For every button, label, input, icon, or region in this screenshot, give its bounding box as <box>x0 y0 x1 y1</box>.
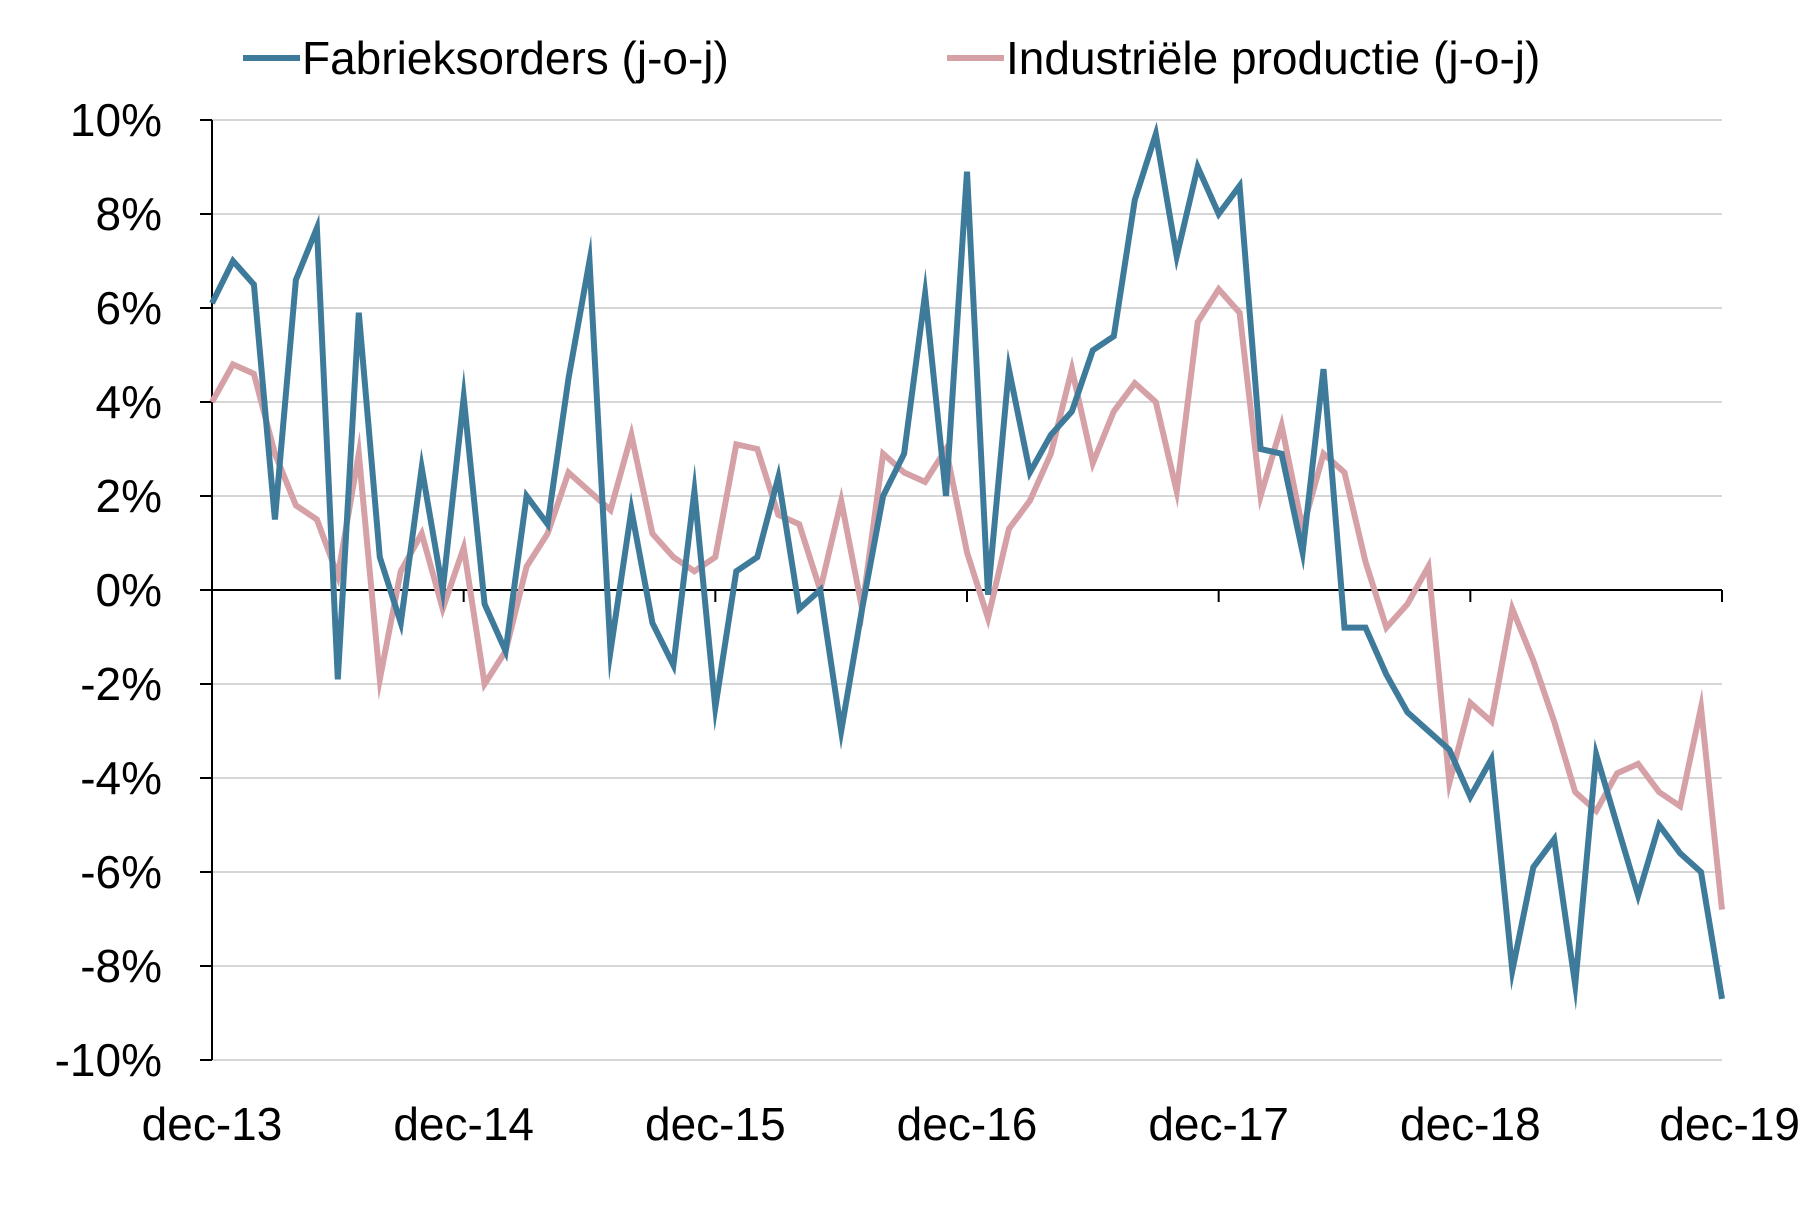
y-tick-label: -10% <box>55 1034 162 1086</box>
x-tick-label: dec-15 <box>645 1098 786 1150</box>
legend-item: Fabrieksorders (j-o-j) <box>243 32 729 84</box>
y-tick-label: -2% <box>80 658 162 710</box>
y-tick-label: 6% <box>96 282 162 334</box>
x-tick-label: dec-13 <box>142 1098 283 1150</box>
axes <box>200 119 1723 1061</box>
series-line-fabrieksorders <box>209 121 1725 1011</box>
legend: Fabrieksorders (j-o-j) Industriële produc… <box>243 32 1540 84</box>
x-tick-label: dec-19 <box>1659 1098 1800 1150</box>
y-tick-label: 8% <box>96 188 162 240</box>
y-tick-label: 10% <box>70 94 162 146</box>
x-tick-label: dec-18 <box>1400 1098 1541 1150</box>
legend-item: Industriële productie (j-o-j) <box>947 32 1540 84</box>
x-tick-label: dec-16 <box>897 1098 1038 1150</box>
y-axis-tick-labels: 10% 8% 6% 4% 2% 0% -2% -4% -6% -8% -10% <box>55 94 162 1086</box>
y-tick-label: -6% <box>80 846 162 898</box>
x-axis-tick-labels: dec-13 dec-14 dec-15 dec-16 dec-17 dec-18 dec-… <box>142 1098 1800 1150</box>
y-tick-label: -4% <box>80 752 162 804</box>
series-lines <box>209 121 1725 1011</box>
series-line-industriele-productie <box>209 284 1725 910</box>
y-tick-label: 2% <box>96 470 162 522</box>
y-tick-label: 4% <box>96 376 162 428</box>
x-tick-label: dec-17 <box>1148 1098 1289 1150</box>
legend-label: Industriële productie (j-o-j) <box>1006 32 1540 84</box>
y-tick-label: -8% <box>80 940 162 992</box>
y-tick-label: 0% <box>96 564 162 616</box>
x-tick-label: dec-14 <box>393 1098 534 1150</box>
legend-label: Fabrieksorders (j-o-j) <box>302 32 729 84</box>
